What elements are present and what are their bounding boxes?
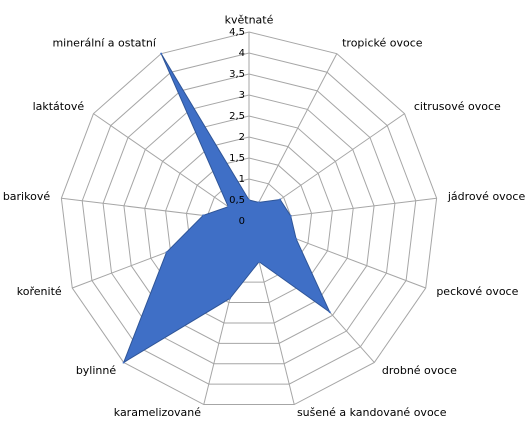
data-point (295, 237, 298, 240)
category-label: bylinné (76, 364, 117, 377)
data-point (257, 201, 260, 204)
data-point (258, 260, 261, 263)
axis-tick-label: 0,5 (229, 195, 245, 206)
grid-ring (165, 136, 333, 304)
data-point (160, 52, 163, 55)
axis-tick-label: 1,5 (229, 153, 245, 164)
data-point (227, 205, 230, 208)
category-label: jádrové ovoce (447, 190, 526, 203)
axis-tick-label: 4,5 (229, 27, 245, 38)
axis-tick-label: 2,5 (229, 111, 245, 122)
data-point (165, 251, 168, 254)
data-point (248, 199, 250, 201)
category-label: květnaté (225, 14, 274, 27)
category-label: minerální a ostatní (52, 37, 156, 50)
data-point (202, 214, 205, 217)
axis-tick-label: 3,5 (229, 69, 245, 80)
grid-ring (123, 94, 375, 344)
data-point (279, 198, 282, 201)
data-area (122, 53, 332, 364)
category-label: sušené a kandované ovoce (297, 406, 447, 419)
axis-tick-label: 0 (239, 216, 245, 227)
category-label: barikové (3, 190, 51, 203)
grid-ring (144, 115, 354, 324)
grid-ring (81, 52, 417, 385)
category-label: citrusové ovoce (414, 100, 501, 113)
axis-tick-label: 3 (239, 90, 245, 101)
category-label: drobné ovoce (382, 364, 457, 377)
data-point (228, 297, 231, 300)
grid-ring (185, 157, 313, 283)
axis-tick-label: 4 (239, 48, 245, 59)
category-label: karamelizované (114, 406, 202, 419)
category-label: kořenité (17, 285, 62, 298)
grid-ring (102, 73, 396, 365)
category-label: laktátové (33, 100, 85, 113)
data-point (122, 361, 125, 364)
data-point (289, 214, 292, 217)
spoke (248, 53, 338, 222)
category-label: peckové ovoce (436, 285, 518, 298)
axis-tick-label: 2 (239, 132, 245, 143)
axis-tick-label: 1 (239, 174, 245, 185)
data-point (328, 311, 331, 314)
category-label: tropické ovoce (342, 37, 423, 50)
spoke (93, 113, 250, 222)
grid-ring (60, 31, 438, 406)
